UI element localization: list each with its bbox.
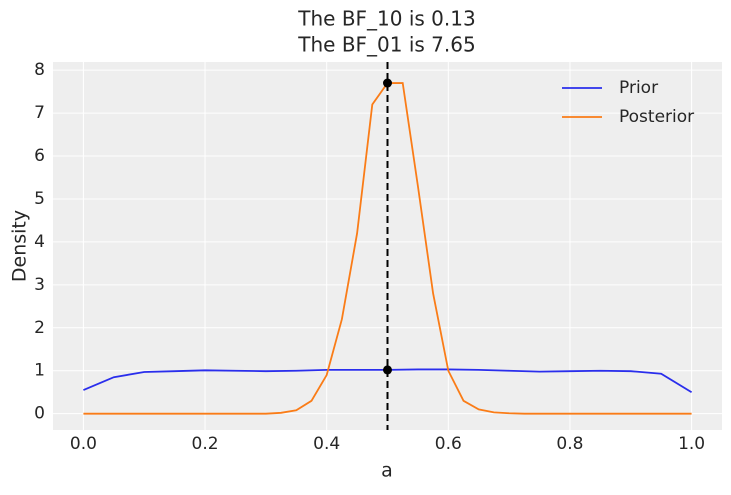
x-tick-label: 0.2 [192, 434, 219, 454]
y-tick-label: 2 [34, 318, 45, 338]
y-tick-label: 6 [34, 146, 45, 166]
y-tick-label: 3 [34, 275, 45, 295]
y-axis-label: Density [9, 210, 31, 282]
x-tick-label: 0.6 [435, 434, 462, 454]
y-tick-label: 5 [34, 189, 45, 209]
x-axis-label: a [381, 460, 393, 482]
chart-title: The BF_01 is 7.65 [297, 33, 475, 57]
legend-label: Posterior [619, 107, 694, 127]
y-tick-label: 8 [34, 60, 45, 80]
marker-point [383, 78, 392, 88]
x-tick-label: 0.0 [70, 434, 97, 454]
x-tick-label: 0.4 [313, 434, 340, 454]
marker-point [383, 365, 392, 375]
x-tick-label: 0.8 [556, 434, 583, 454]
y-tick-label: 1 [34, 361, 45, 381]
y-tick-label: 7 [34, 103, 45, 123]
x-tick-label: 1.0 [678, 434, 705, 454]
chart-title: The BF_10 is 0.13 [297, 7, 475, 31]
y-tick-label: 4 [34, 232, 45, 252]
legend-label: Prior [619, 78, 658, 98]
y-tick-label: 0 [34, 404, 45, 424]
